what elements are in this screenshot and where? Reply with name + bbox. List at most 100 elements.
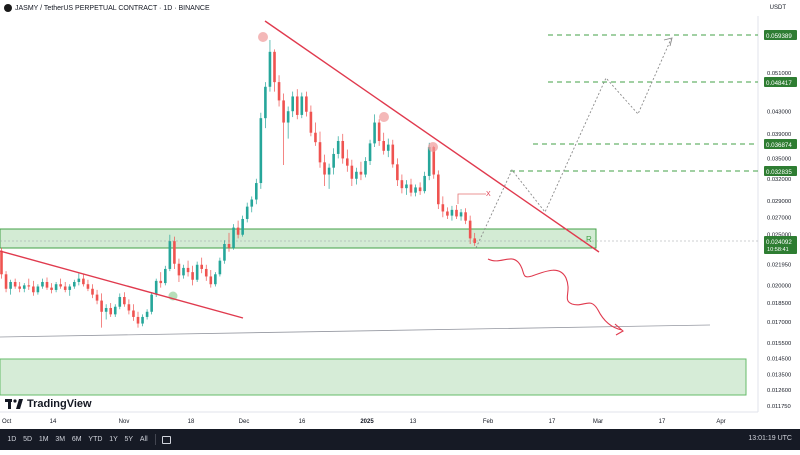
candle-body[interactable]: [118, 296, 122, 307]
candle-body[interactable]: [54, 284, 58, 290]
candle-body[interactable]: [414, 187, 417, 193]
candle-body[interactable]: [173, 241, 176, 264]
candle-body[interactable]: [473, 238, 476, 244]
candle-body[interactable]: [441, 204, 445, 212]
candle-body[interactable]: [232, 227, 235, 248]
candle-body[interactable]: [291, 96, 294, 112]
candle-body[interactable]: [286, 111, 290, 123]
candle-body[interactable]: [45, 281, 49, 288]
bullish-projection-path[interactable]: [475, 38, 672, 249]
candle-body[interactable]: [22, 285, 26, 289]
candle-body[interactable]: [32, 286, 35, 293]
candle-body[interactable]: [273, 51, 276, 83]
candle-body[interactable]: [191, 272, 194, 280]
candle-body[interactable]: [104, 307, 108, 312]
candle-body[interactable]: [123, 296, 126, 305]
candle-body[interactable]: [327, 167, 331, 175]
candle-body[interactable]: [314, 132, 317, 143]
candle-body[interactable]: [91, 288, 94, 295]
candle-body[interactable]: [214, 274, 217, 285]
support-zone[interactable]: [0, 228, 597, 249]
candle-body[interactable]: [209, 276, 213, 285]
candle-body[interactable]: [177, 263, 181, 276]
candle-body[interactable]: [59, 284, 62, 287]
currency-selector[interactable]: USDT: [769, 5, 786, 11]
candle-body[interactable]: [318, 142, 322, 163]
candle-body[interactable]: [459, 212, 463, 217]
timeframe-5y[interactable]: 5Y: [124, 436, 134, 443]
timeframe-5d[interactable]: 5D: [23, 436, 33, 443]
candle-body[interactable]: [168, 241, 172, 269]
candle-body[interactable]: [295, 96, 299, 115]
candle-body[interactable]: [432, 147, 436, 175]
candle-body[interactable]: [277, 82, 281, 101]
candle-body[interactable]: [218, 260, 222, 275]
candle-body[interactable]: [323, 162, 326, 175]
candle-body[interactable]: [0, 250, 3, 275]
candle-body[interactable]: [141, 316, 144, 324]
candle-body[interactable]: [382, 140, 385, 151]
candle-body[interactable]: [446, 211, 449, 216]
candle-body[interactable]: [36, 286, 40, 293]
candle-body[interactable]: [391, 144, 395, 165]
candle-body[interactable]: [200, 264, 203, 269]
candle-body[interactable]: [77, 278, 81, 282]
candle-body[interactable]: [182, 267, 185, 276]
candle-body[interactable]: [359, 171, 363, 175]
descending-trendline[interactable]: [264, 20, 600, 253]
candle-body[interactable]: [100, 300, 103, 312]
candle-body[interactable]: [9, 281, 12, 289]
candle-body[interactable]: [164, 268, 167, 284]
candle-body[interactable]: [132, 310, 135, 317]
calendar-icon[interactable]: [162, 435, 172, 444]
candle-body[interactable]: [86, 284, 90, 289]
candle-body[interactable]: [423, 175, 426, 192]
candle-body[interactable]: [455, 209, 458, 217]
candle-body[interactable]: [241, 218, 244, 235]
candle-body[interactable]: [82, 278, 85, 285]
candle-body[interactable]: [41, 281, 44, 287]
utc-clock[interactable]: 13:01:19 UTC: [748, 435, 792, 442]
candle-body[interactable]: [437, 174, 440, 205]
candle-body[interactable]: [63, 286, 67, 290]
candle-body[interactable]: [396, 164, 399, 181]
candle-body[interactable]: [377, 122, 381, 141]
candle-body[interactable]: [268, 51, 272, 87]
candle-body[interactable]: [27, 285, 31, 287]
candle-body[interactable]: [336, 140, 340, 154]
candle-body[interactable]: [73, 281, 76, 287]
candle-body[interactable]: [418, 187, 422, 192]
timeframe-1y[interactable]: 1Y: [109, 436, 118, 443]
lower-demand-zone[interactable]: [0, 358, 747, 396]
candle-body[interactable]: [332, 153, 335, 168]
candle-body[interactable]: [113, 306, 117, 315]
candle-body[interactable]: [305, 96, 308, 112]
candle-body[interactable]: [159, 280, 163, 284]
tradingview-logo[interactable]: TradingView: [5, 398, 92, 410]
candle-body[interactable]: [186, 267, 190, 273]
candle-body[interactable]: [250, 199, 254, 207]
candle-body[interactable]: [227, 244, 231, 248]
timeframe-1m[interactable]: 1M: [38, 436, 49, 443]
candle-body[interactable]: [150, 294, 153, 312]
candle-body[interactable]: [468, 220, 472, 239]
candle-body[interactable]: [400, 180, 404, 189]
candle-body[interactable]: [450, 209, 454, 216]
candle-body[interactable]: [341, 140, 345, 159]
timeframe-1d[interactable]: 1D: [7, 436, 17, 443]
candle-body[interactable]: [259, 118, 263, 184]
candle-body[interactable]: [409, 184, 413, 193]
timeframe-ytd[interactable]: YTD: [88, 436, 103, 443]
timeframe-3m[interactable]: 3M: [55, 436, 66, 443]
candle-body[interactable]: [282, 100, 285, 123]
candle-body[interactable]: [309, 111, 313, 133]
candle-body[interactable]: [154, 280, 158, 295]
candle-body[interactable]: [245, 206, 249, 219]
candle-body[interactable]: [368, 143, 372, 162]
candle-body[interactable]: [346, 158, 349, 166]
candle-body[interactable]: [95, 294, 99, 301]
candle-body[interactable]: [50, 287, 53, 290]
candle-body[interactable]: [145, 311, 149, 317]
candle-body[interactable]: [68, 286, 72, 290]
